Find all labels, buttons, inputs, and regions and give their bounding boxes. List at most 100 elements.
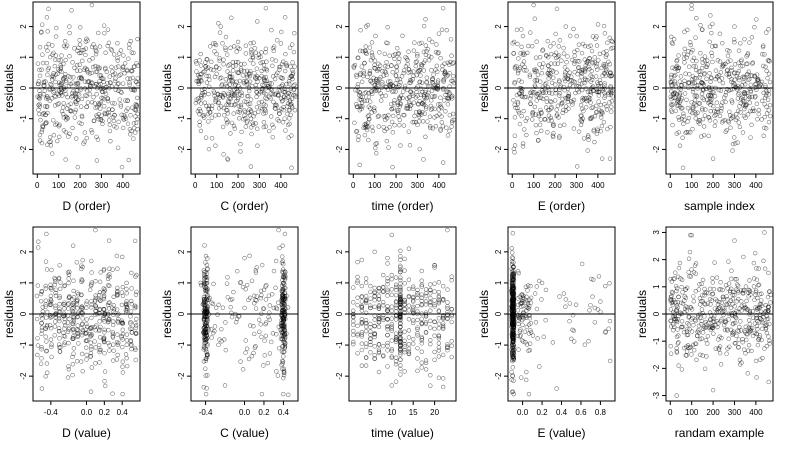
- data-point: [196, 99, 201, 104]
- data-point: [276, 345, 282, 351]
- data-point: [546, 55, 551, 60]
- data-point: [264, 283, 269, 288]
- data-point: [116, 119, 121, 124]
- data-point: [202, 310, 207, 315]
- data-point: [398, 343, 403, 349]
- data-point: [94, 91, 99, 97]
- data-point: [375, 78, 380, 84]
- data-point: [376, 297, 382, 302]
- data-point: [40, 124, 46, 130]
- data-point: [394, 68, 400, 74]
- data-point: [393, 361, 399, 367]
- data-point: [580, 95, 585, 101]
- data-point: [204, 103, 209, 109]
- data-point: [440, 283, 446, 289]
- data-point: [217, 76, 223, 81]
- data-point: [417, 99, 422, 104]
- data-point: [266, 314, 271, 320]
- data-point: [732, 70, 737, 75]
- data-point: [51, 90, 56, 95]
- data-point: [360, 104, 365, 109]
- data-point: [80, 328, 85, 333]
- data-point: [125, 106, 130, 111]
- data-point: [112, 112, 117, 118]
- data-point: [91, 118, 97, 124]
- data-point: [356, 134, 361, 139]
- data-point: [363, 318, 369, 323]
- data-point: [367, 71, 373, 77]
- data-point: [393, 284, 399, 290]
- data-point: [445, 348, 450, 353]
- x-tick-label: 5: [368, 408, 373, 417]
- data-point: [414, 59, 420, 64]
- data-point: [56, 342, 62, 347]
- data-point: [363, 328, 369, 334]
- data-point: [726, 88, 732, 93]
- data-point: [676, 130, 682, 135]
- data-point: [680, 135, 685, 140]
- data-point: [450, 79, 455, 84]
- data-point: [702, 286, 707, 292]
- data-point: [359, 332, 365, 337]
- data-point: [718, 280, 723, 285]
- data-point: [280, 358, 285, 364]
- data-point: [397, 77, 402, 82]
- data-point: [675, 66, 680, 71]
- data-point: [389, 355, 394, 361]
- data-point: [385, 340, 390, 346]
- data-point: [69, 8, 74, 13]
- data-point: [84, 135, 90, 141]
- data-point: [674, 92, 680, 97]
- data-point: [113, 76, 118, 81]
- data-point: [240, 73, 246, 78]
- data-point: [583, 77, 588, 83]
- data-point: [274, 332, 279, 337]
- data-point: [738, 59, 744, 64]
- data-point: [408, 103, 414, 108]
- data-point: [239, 68, 244, 73]
- data-point: [567, 301, 572, 306]
- data-point: [415, 356, 420, 361]
- data-point: [746, 69, 752, 74]
- data-point: [408, 69, 413, 75]
- data-point: [522, 127, 527, 132]
- data-point: [222, 383, 228, 388]
- data-point: [260, 262, 265, 268]
- data-point: [389, 326, 394, 331]
- data-point: [717, 113, 723, 119]
- x-tick-label: 100: [368, 181, 382, 190]
- data-point: [243, 116, 248, 121]
- data-point: [747, 278, 752, 283]
- data-point: [34, 316, 40, 322]
- data-point: [131, 125, 137, 131]
- data-point: [205, 354, 210, 359]
- data-point: [754, 84, 759, 90]
- data-point: [398, 295, 403, 300]
- data-point: [87, 87, 92, 92]
- data-point: [49, 287, 54, 292]
- data-point: [371, 75, 376, 81]
- data-point: [589, 68, 594, 74]
- data-point: [700, 277, 706, 283]
- data-point: [716, 73, 722, 78]
- data-point: [97, 106, 103, 111]
- data-point: [398, 330, 403, 335]
- data-point: [398, 281, 403, 286]
- data-point: [127, 45, 132, 51]
- data-point: [79, 277, 84, 282]
- data-point: [561, 291, 567, 296]
- data-point: [516, 56, 521, 61]
- data-point: [415, 290, 420, 296]
- data-point: [224, 107, 229, 113]
- data-point: [732, 24, 737, 29]
- data-point: [254, 265, 259, 270]
- data-point: [445, 300, 450, 305]
- data-point: [707, 24, 713, 30]
- data-point: [211, 67, 216, 73]
- data-point: [725, 53, 731, 59]
- data-point: [549, 99, 554, 105]
- data-point: [63, 157, 68, 162]
- data-point: [533, 55, 539, 60]
- data-point: [549, 80, 555, 86]
- data-point: [560, 96, 565, 102]
